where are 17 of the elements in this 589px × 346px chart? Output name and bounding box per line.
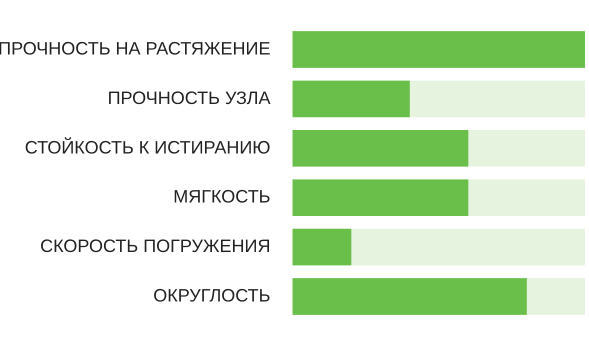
y-tick-label: ПРОЧНОСТЬ НА РАСТЯЖЕНИЕ xyxy=(0,38,270,58)
y-tick-label: СТОЙКОСТЬ К ИСТИРАНИЮ xyxy=(24,136,270,158)
bar xyxy=(409,80,585,118)
y-tick-label: ОКРУГЛОСТЬ xyxy=(153,285,270,306)
bar xyxy=(468,130,585,167)
y-tick-label: ПРОЧНОСТЬ УЗЛА xyxy=(108,88,270,108)
bar xyxy=(292,31,585,68)
y-tick-label: МЯГКОСТЬ xyxy=(173,186,270,207)
y-tick-label: СКОРОСТЬ ПОГРУЖЕНИЯ xyxy=(40,236,270,256)
bar xyxy=(292,130,468,167)
bar xyxy=(350,228,585,266)
bar xyxy=(292,278,527,315)
bar xyxy=(292,228,352,266)
bar xyxy=(526,278,585,315)
bar xyxy=(468,179,585,216)
bar xyxy=(292,80,410,118)
bar xyxy=(292,179,468,216)
